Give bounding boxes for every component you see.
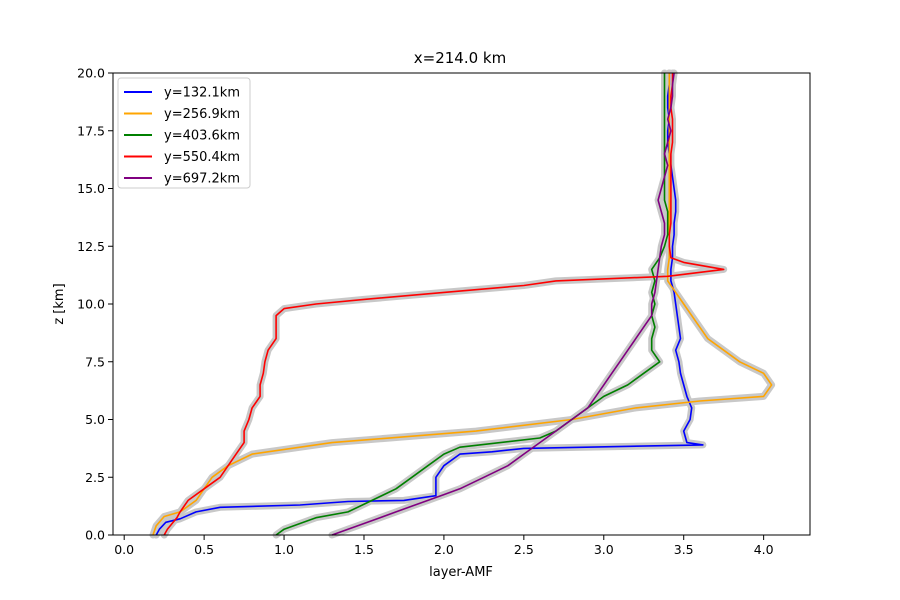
y-tick-label: 0.0 xyxy=(85,528,105,543)
x-tick-label: 0.0 xyxy=(114,542,134,557)
legend-label-3: y=550.4km xyxy=(164,150,240,165)
series-lines xyxy=(152,72,773,536)
series-band-4 xyxy=(328,69,678,539)
series-line-4 xyxy=(331,72,675,536)
legend-label-0: y=132.1km xyxy=(164,86,240,101)
chart-title: x=214.0 km xyxy=(414,49,506,67)
y-axis-ticks: 0.0 2.5 5.0 7.5 10.0 12.5 15.0 17.5 20.0 xyxy=(77,66,113,543)
x-tick-label: 2.5 xyxy=(514,542,534,557)
x-axis-ticks: 0.0 0.5 1.0 1.5 2.0 2.5 3.0 3.5 4.0 xyxy=(114,535,774,557)
x-tick-label: 3.0 xyxy=(594,542,614,557)
y-tick-label: 15.0 xyxy=(77,181,105,196)
legend-label-2: y=403.6km xyxy=(164,129,240,144)
y-tick-label: 10.0 xyxy=(77,297,105,312)
y-tick-label: 5.0 xyxy=(85,412,105,427)
x-tick-label: 1.5 xyxy=(354,542,374,557)
legend-label-1: y=256.9km xyxy=(164,107,240,122)
x-tick-label: 1.0 xyxy=(274,542,294,557)
y-axis-label: z [km] xyxy=(52,283,67,324)
x-tick-label: 0.5 xyxy=(194,542,214,557)
x-axis-label: layer-AMF xyxy=(429,565,493,580)
series-line-3 xyxy=(163,73,725,536)
legend-label-4: y=697.2km xyxy=(164,172,240,187)
y-tick-label: 7.5 xyxy=(85,354,105,369)
legend-box xyxy=(117,77,251,189)
y-tick-label: 17.5 xyxy=(77,123,105,138)
x-tick-label: 4.0 xyxy=(754,542,774,557)
legend: y=132.1km y=256.9km y=403.6km y=550.4km y=69… xyxy=(117,77,251,189)
y-tick-label: 2.5 xyxy=(85,470,105,485)
y-tick-label: 12.5 xyxy=(77,239,105,254)
x-tick-label: 3.5 xyxy=(674,542,694,557)
x-tick-label: 2.0 xyxy=(434,542,454,557)
y-tick-label: 20.0 xyxy=(77,66,105,81)
